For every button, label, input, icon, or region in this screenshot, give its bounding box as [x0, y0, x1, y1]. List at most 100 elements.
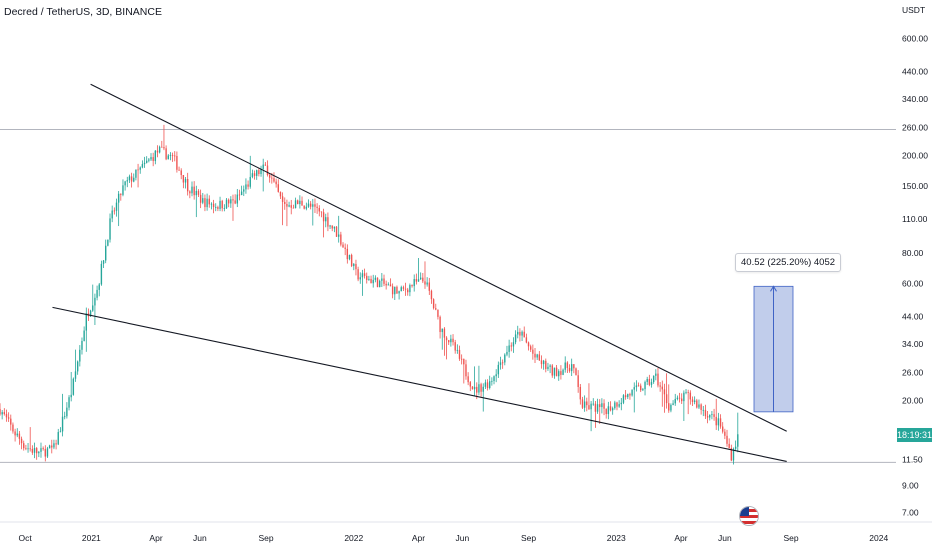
candle-body [271, 177, 273, 179]
candle-body [230, 199, 232, 204]
candle-body [152, 157, 154, 162]
candle-body [476, 386, 478, 393]
candle-body [133, 177, 135, 182]
candle-body [262, 164, 264, 169]
y-tick-label: 7.00 [902, 507, 919, 517]
candle-body [693, 400, 696, 402]
candle-body [435, 308, 437, 310]
candle-body [368, 278, 370, 280]
candle-body [681, 398, 683, 402]
candle-body [456, 349, 459, 351]
candle-body [329, 225, 331, 227]
y-tick-label: 110.00 [902, 214, 928, 224]
candle-body [668, 403, 670, 411]
candle-body [353, 263, 355, 267]
plot-background [0, 0, 896, 550]
candle-body [27, 448, 29, 450]
candle-body [411, 285, 413, 287]
candle-body [81, 340, 83, 350]
candle-body [0, 408, 1, 415]
candle-body [238, 194, 241, 196]
candle-body [558, 371, 560, 377]
candle-body [676, 397, 679, 399]
candle-body [454, 342, 456, 351]
candle-body [102, 260, 105, 264]
candle-body [400, 287, 402, 292]
candle-body [521, 331, 523, 336]
candle-body [145, 160, 148, 163]
candle-body [258, 170, 260, 175]
candle-body [350, 254, 353, 267]
candle-body [581, 399, 584, 408]
candle-body [672, 403, 674, 405]
candle-body [111, 210, 113, 219]
candle-body [482, 386, 484, 392]
candle-body [506, 351, 508, 355]
candle-body [590, 403, 592, 410]
candle-body [35, 448, 38, 454]
candle-body [167, 155, 169, 160]
symbol-title[interactable]: Decred / TetherUS, 3D, BINANCE [4, 6, 162, 18]
x-tick-label: Jun [718, 533, 732, 543]
candle-body [193, 186, 195, 196]
candle-body [286, 203, 288, 207]
candle-body [273, 178, 275, 182]
candle-body [320, 211, 323, 213]
candle-body [38, 451, 40, 454]
candle-body [622, 395, 625, 403]
candle-body [284, 201, 286, 204]
candle-body [704, 409, 707, 417]
candle-body [191, 186, 193, 194]
candle-body [460, 358, 463, 360]
candle-body [596, 404, 599, 412]
candle-body [607, 406, 610, 415]
candle-body [374, 277, 377, 280]
candle-body [68, 397, 70, 408]
candle-body [139, 167, 141, 170]
candle-body [210, 203, 213, 205]
candle-body [100, 263, 103, 285]
candle-body [337, 234, 340, 237]
candle-body [724, 431, 726, 436]
candle-body [163, 147, 165, 149]
candle-body [113, 210, 116, 212]
candle-body [48, 445, 51, 449]
candle-body [107, 239, 109, 246]
candle-body [92, 305, 94, 311]
y-tick-label: 340.00 [902, 94, 928, 104]
candle-body [122, 185, 124, 195]
candle-body [109, 218, 111, 240]
candle-body [501, 362, 504, 364]
candle-body [560, 371, 562, 375]
candle-body [184, 178, 187, 183]
candle-body [322, 212, 325, 222]
candle-body [439, 316, 441, 333]
candle-body [294, 200, 297, 209]
candle-body [128, 176, 131, 181]
candle-body [491, 380, 493, 382]
candle-body [599, 404, 601, 408]
candle-body [135, 169, 137, 178]
candle-body [534, 353, 536, 358]
candle-body [417, 279, 420, 282]
candle-body [206, 198, 208, 208]
candle-body [594, 403, 597, 412]
candle-body [325, 217, 327, 222]
candle-body [18, 433, 21, 439]
candle-body [305, 206, 308, 209]
candle-body [14, 431, 16, 436]
candle-body [432, 299, 435, 309]
candle-body [202, 198, 204, 203]
candle-body [536, 354, 538, 358]
candle-body [340, 234, 342, 245]
candle-body [186, 178, 189, 192]
trendline-lower [52, 306, 787, 462]
y-tick-label: 44.00 [902, 312, 924, 322]
candle-body [143, 162, 146, 165]
y-tick-label: 11.50 [902, 455, 923, 465]
us-flag-icon[interactable] [739, 506, 759, 526]
candle-body [3, 412, 6, 415]
candle-body [105, 245, 107, 261]
